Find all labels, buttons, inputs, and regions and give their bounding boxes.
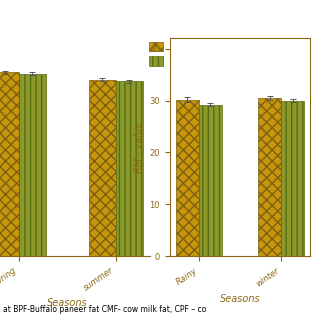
Bar xyxy=(176,100,199,256)
Bar xyxy=(89,80,116,256)
Bar xyxy=(116,81,143,256)
Bar xyxy=(19,74,46,256)
Bar xyxy=(258,98,281,256)
Legend: BMF, BPF: BMF, BPF xyxy=(146,39,192,70)
Bar xyxy=(0,72,19,256)
Bar xyxy=(199,105,222,256)
X-axis label: Seasons: Seasons xyxy=(220,294,260,304)
Y-axis label: RM - value: RM - value xyxy=(134,122,144,173)
X-axis label: Seasons: Seasons xyxy=(47,299,87,308)
Text: at BPF-Buffalo paneer fat CMF- cow milk fat, CPF – co: at BPF-Buffalo paneer fat CMF- cow milk … xyxy=(3,305,206,314)
Bar xyxy=(281,100,304,256)
